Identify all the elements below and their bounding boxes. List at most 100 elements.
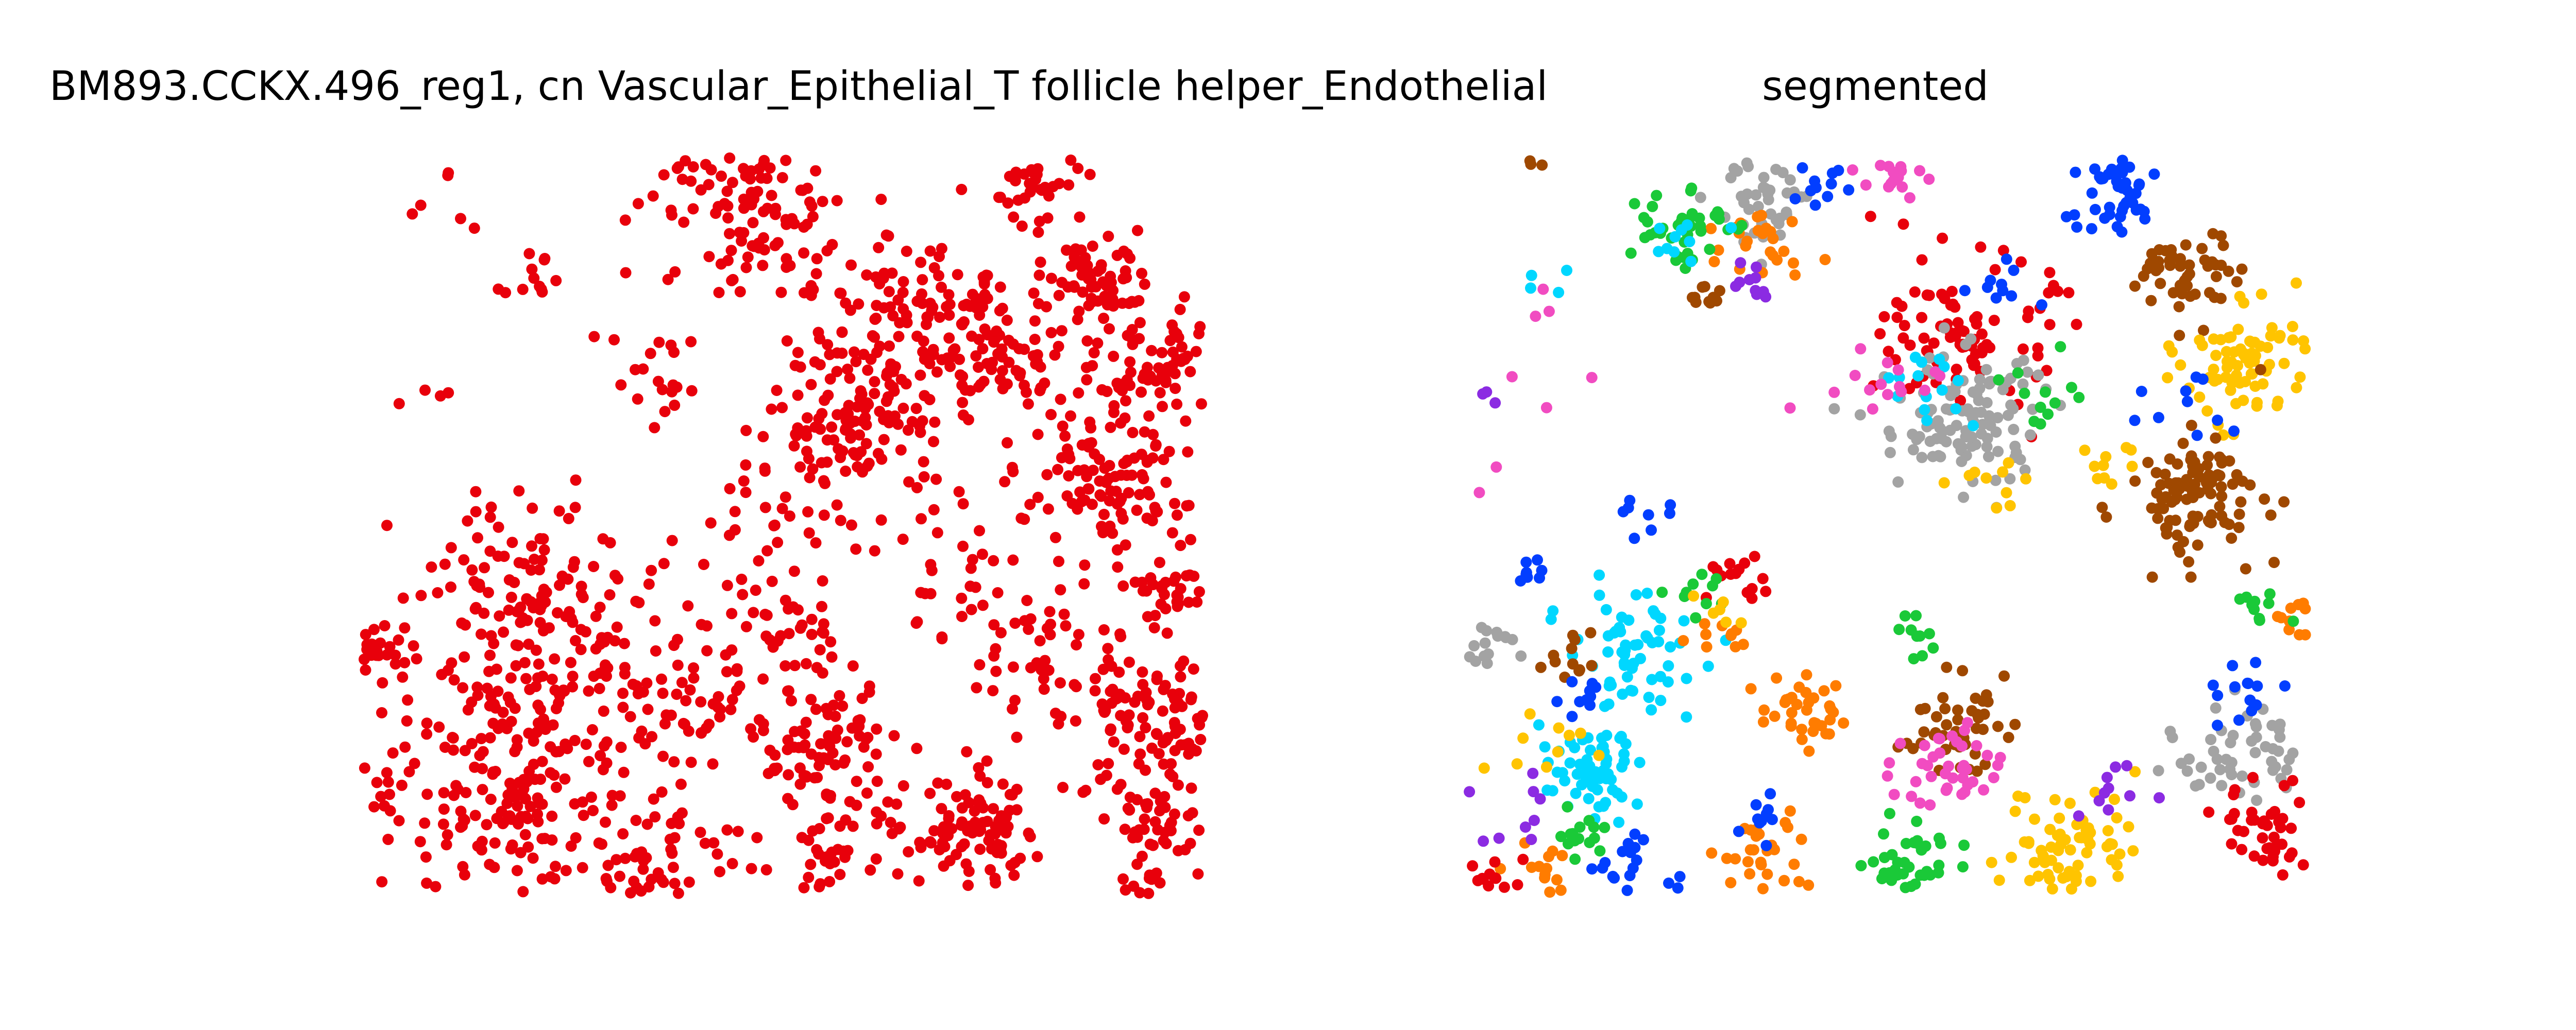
scatter-point xyxy=(737,589,749,600)
scatter-point xyxy=(2004,473,2016,485)
scatter-point xyxy=(805,748,817,760)
scatter-point xyxy=(1122,248,1133,260)
scatter-point xyxy=(1115,507,1127,519)
scatter-point xyxy=(2249,747,2261,759)
scatter-point xyxy=(805,694,817,706)
scatter-point xyxy=(1743,274,1755,285)
scatter-point xyxy=(1118,743,1130,755)
scatter-point xyxy=(1092,337,1104,349)
scatter-point xyxy=(1956,740,1968,752)
scatter-point xyxy=(1916,452,1928,464)
scatter-point xyxy=(477,784,488,796)
scatter-point xyxy=(619,852,631,864)
scatter-point xyxy=(799,728,810,740)
scatter-point xyxy=(1933,860,1945,871)
scatter-point xyxy=(2255,364,2266,375)
scatter-point xyxy=(402,694,414,706)
scatter-point xyxy=(2032,870,2044,882)
scatter-point xyxy=(1993,374,2005,386)
scatter-point xyxy=(1793,876,1805,887)
scatter-point xyxy=(1867,403,1878,415)
scatter-point xyxy=(1923,174,1935,185)
scatter-point xyxy=(673,818,685,830)
scatter-point xyxy=(498,817,510,829)
scatter-point xyxy=(1490,872,1502,884)
scatter-point xyxy=(513,557,525,569)
scatter-point xyxy=(1934,733,1945,745)
scatter-point xyxy=(1674,871,1686,883)
scatter-point xyxy=(1163,445,1175,457)
scatter-point xyxy=(891,798,903,810)
scatter-point xyxy=(583,756,595,767)
scatter-point xyxy=(915,256,927,268)
left-panel-title: BM893.CCKX.496_reg1, cn Vascular_Epithel… xyxy=(49,63,1548,110)
scatter-point xyxy=(1468,640,1480,651)
scatter-point xyxy=(1478,835,1489,847)
scatter-point xyxy=(1002,437,1013,449)
scatter-point xyxy=(917,346,929,358)
scatter-point xyxy=(485,501,497,513)
scatter-point xyxy=(878,434,890,445)
scatter-point xyxy=(478,607,490,619)
scatter-point xyxy=(2250,350,2261,362)
scatter-point xyxy=(1574,727,1586,739)
scatter-point xyxy=(1843,184,1855,196)
scatter-point xyxy=(1053,556,1064,568)
scatter-point xyxy=(2227,478,2239,490)
scatter-point xyxy=(1828,403,1840,415)
scatter-point xyxy=(1601,729,1613,741)
scatter-point xyxy=(2019,464,2031,476)
scatter-point xyxy=(932,777,944,789)
scatter-point xyxy=(958,838,970,850)
scatter-point xyxy=(1629,842,1641,853)
scatter-point xyxy=(884,340,895,352)
left-panel-scatter xyxy=(359,152,1208,899)
scatter-point xyxy=(381,520,393,531)
scatter-point xyxy=(1183,596,1195,608)
scatter-point xyxy=(978,278,990,290)
scatter-point xyxy=(1938,322,1950,334)
scatter-point xyxy=(1684,236,1696,248)
scatter-point xyxy=(2174,330,2185,341)
scatter-point xyxy=(1630,589,1642,600)
scatter-point xyxy=(1566,711,1578,723)
scatter-point xyxy=(373,649,384,661)
scatter-point xyxy=(567,671,579,682)
scatter-point xyxy=(761,545,773,557)
scatter-point xyxy=(962,414,974,425)
scatter-point xyxy=(1725,877,1737,888)
scatter-point xyxy=(1924,799,1936,811)
scatter-point xyxy=(734,680,745,692)
scatter-point xyxy=(1063,179,1075,191)
scatter-point xyxy=(2064,844,2076,856)
scatter-point xyxy=(916,513,927,525)
scatter-point xyxy=(854,429,866,441)
scatter-point xyxy=(1615,626,1626,638)
scatter-point xyxy=(1602,646,1614,658)
scatter-point xyxy=(2126,460,2138,472)
scatter-point xyxy=(1971,765,1983,777)
scatter-point xyxy=(991,325,1003,337)
scatter-point xyxy=(539,253,551,264)
scatter-point xyxy=(602,631,614,643)
scatter-point xyxy=(1019,344,1030,355)
scatter-point xyxy=(2244,479,2256,491)
scatter-point xyxy=(1997,245,2009,256)
scatter-point xyxy=(997,778,1009,790)
scatter-point xyxy=(523,248,535,260)
scatter-point xyxy=(1865,211,1876,222)
scatter-point xyxy=(1030,174,1041,185)
scatter-point xyxy=(2184,290,2196,302)
scatter-point xyxy=(2106,854,2117,866)
scatter-point xyxy=(2006,851,2017,863)
scatter-point xyxy=(2294,371,2306,383)
scatter-point xyxy=(545,767,556,779)
scatter-point xyxy=(1123,487,1134,499)
scatter-point xyxy=(1966,705,1978,717)
scatter-point xyxy=(1184,366,1196,377)
scatter-point xyxy=(776,172,788,183)
scatter-point xyxy=(1586,678,1598,690)
scatter-point xyxy=(1910,776,1922,787)
scatter-point xyxy=(476,844,487,856)
scatter-point xyxy=(973,334,985,346)
